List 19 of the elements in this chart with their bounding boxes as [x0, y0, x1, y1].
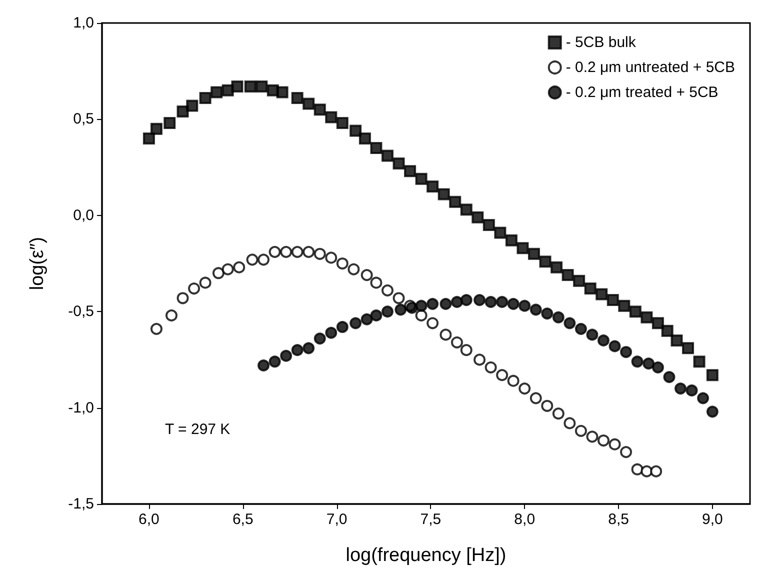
x-tick-label: 7,5 — [420, 511, 442, 528]
annotation: T = 297 K — [165, 421, 230, 438]
x-tick-label: 8,0 — [514, 511, 536, 528]
y-tick-label: -1,5 — [68, 496, 94, 512]
x-tick-label: 6,5 — [232, 511, 254, 528]
legend-label: - 0.2 μm treated + 5CB — [566, 84, 718, 101]
y-tick-label: -0,5 — [68, 303, 94, 320]
x-tick-label: 8,5 — [608, 511, 629, 528]
y-tick-label: 0,0 — [73, 206, 94, 224]
x-tick-label: 9,0 — [702, 511, 723, 528]
legend-label: - 5CB bulk — [566, 34, 636, 51]
legend-label: - 0.2 μm untreated + 5CB — [566, 59, 736, 76]
y-tick-label: -1,0 — [68, 399, 94, 416]
x-tick-label: 6,0 — [138, 511, 160, 528]
x-tick-label: 7,0 — [326, 511, 348, 528]
y-axis-title: log(ε″) — [27, 236, 48, 290]
y-tick-label: 1,0 — [73, 14, 94, 32]
x-axis-title: log(frequency [Hz]) — [346, 545, 506, 566]
y-tick-label: 0,5 — [73, 110, 94, 128]
